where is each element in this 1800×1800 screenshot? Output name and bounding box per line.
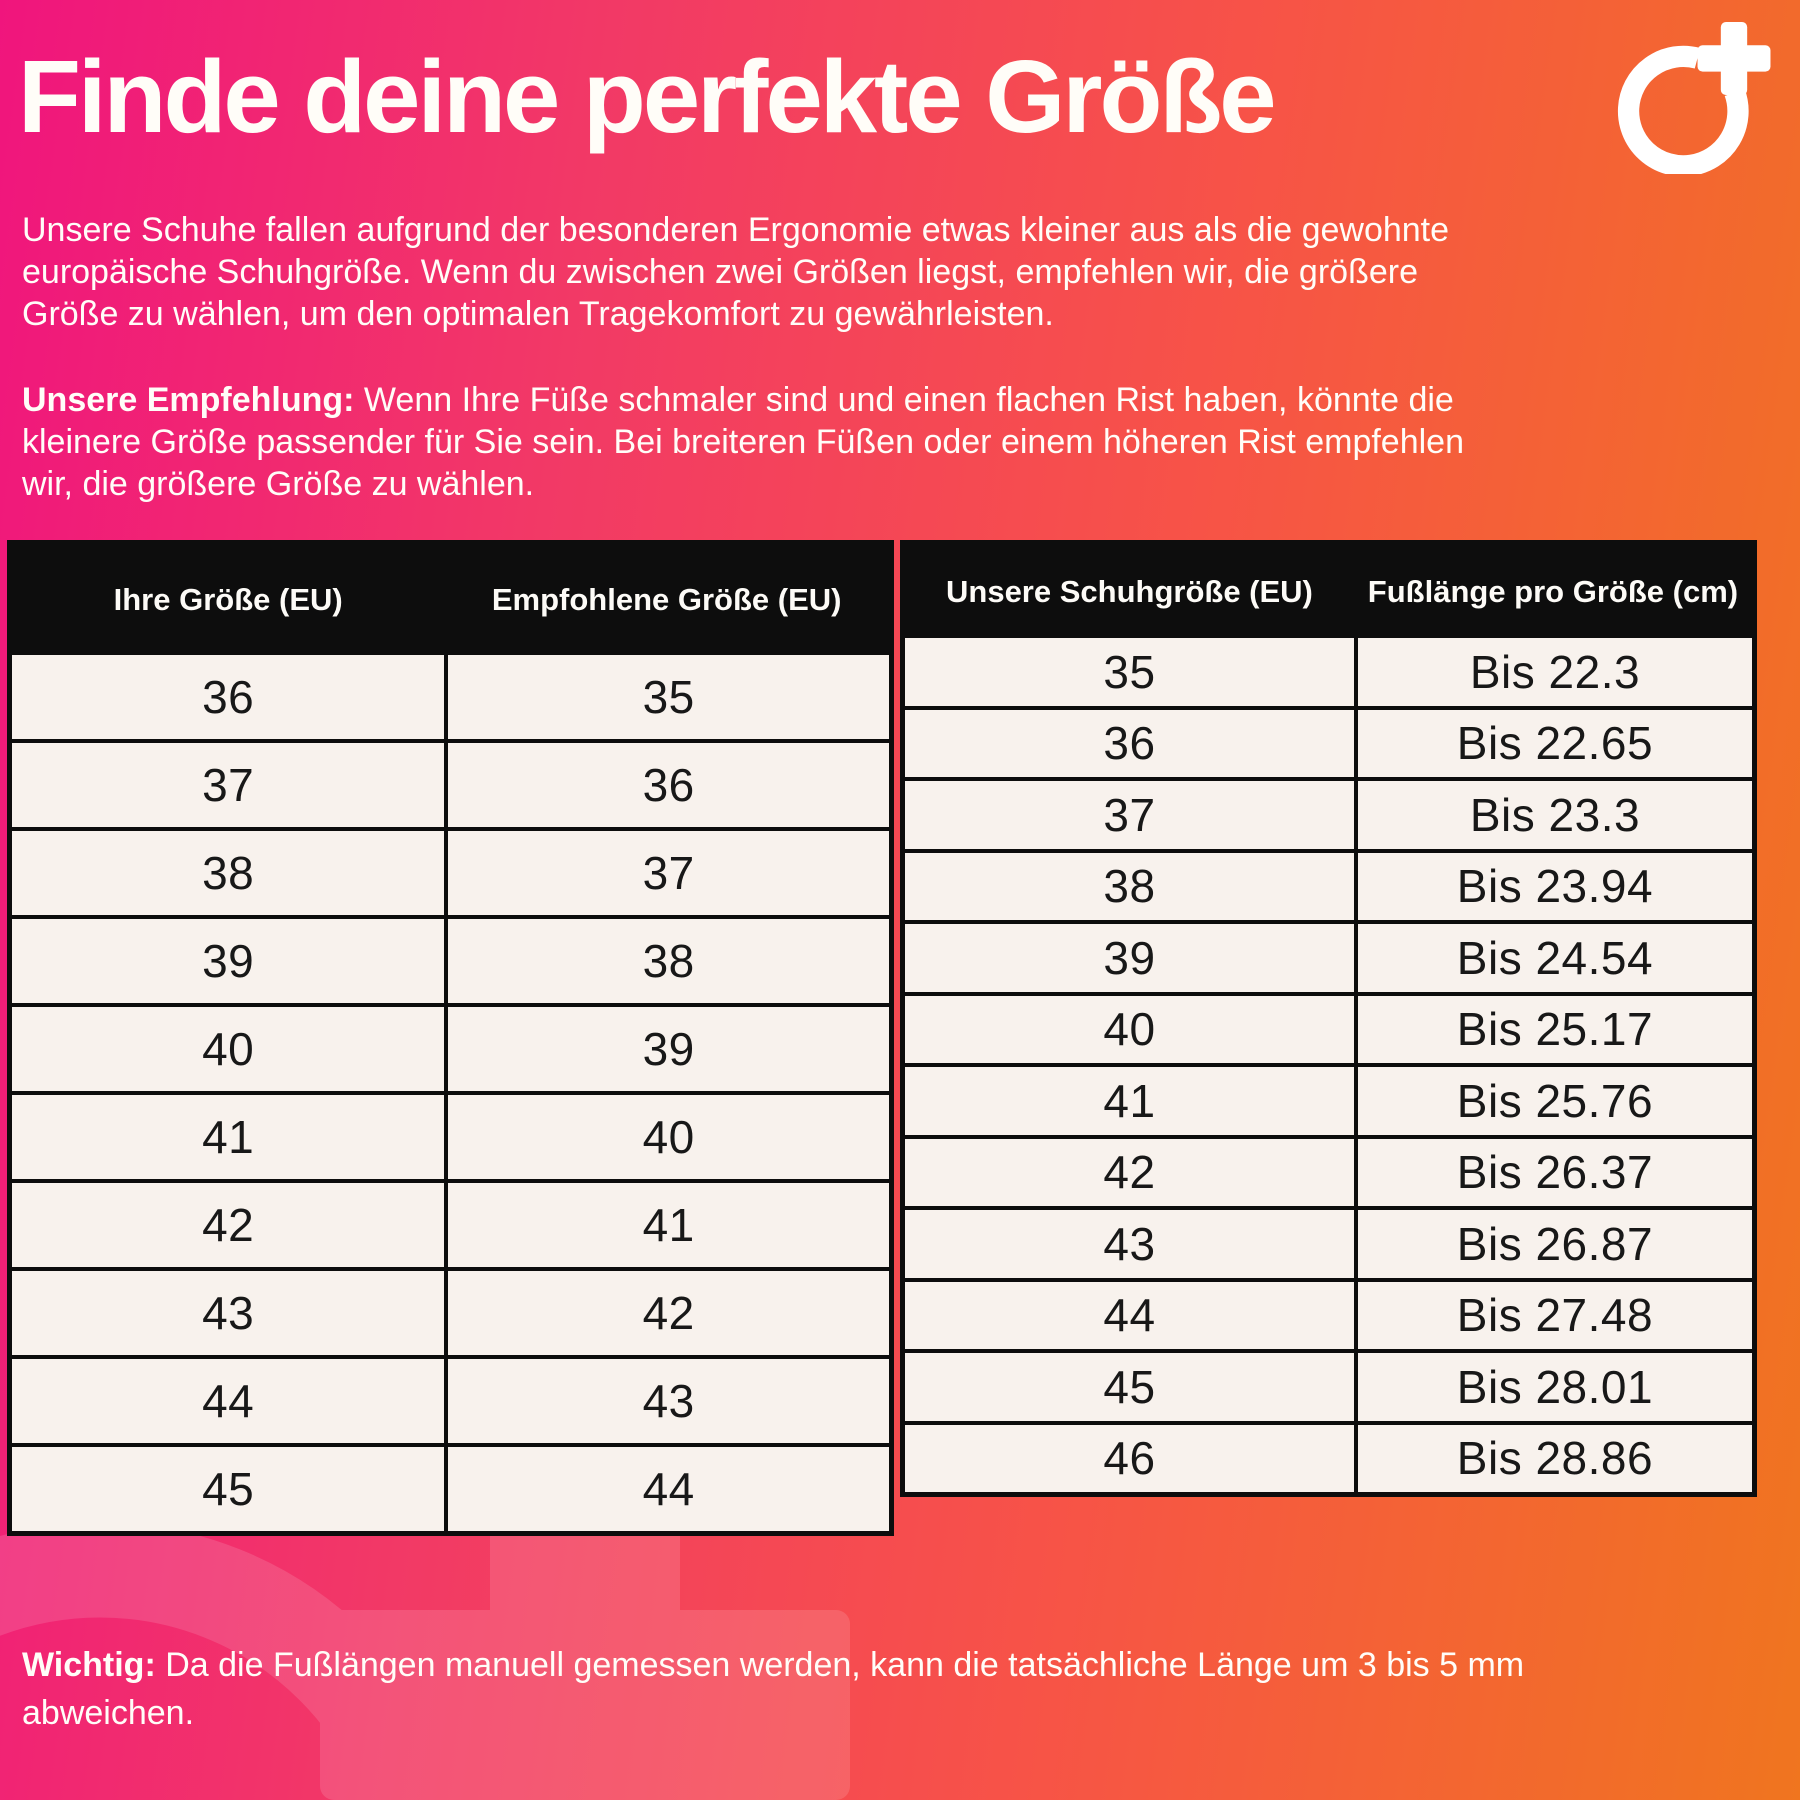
table-cell: 41 — [905, 1067, 1354, 1135]
table-cell: 42 — [448, 1271, 889, 1355]
table-cell: 42 — [905, 1138, 1354, 1206]
size-recommendation-table: Ihre Größe (EU) Empfohlene Größe (EU) 36… — [7, 540, 894, 1536]
table-cell: 35 — [448, 655, 889, 739]
table-cell: 40 — [448, 1095, 889, 1179]
table-body: 36 35 37 36 38 37 39 38 40 39 41 40 42 41 43 42 44 43 45 44 — [12, 655, 889, 1531]
table-body: 35 Bis 22.3 36 Bis 22.65 37 Bis 23.3 38 Bis 23.… — [905, 638, 1752, 1492]
column-header: Empfohlene Größe (EU) — [444, 545, 889, 655]
table-cell: 35 — [905, 638, 1354, 706]
table-cell: 44 — [12, 1359, 445, 1443]
recommendation-text: Wenn Ihre Füße schmaler sind und einen f… — [22, 381, 1464, 503]
table-cell: 44 — [448, 1447, 889, 1531]
table-cell: 42 — [12, 1183, 445, 1267]
table-cell: 38 — [905, 852, 1354, 920]
table-cell: 44 — [905, 1281, 1354, 1349]
circle-plus-logo-icon — [1617, 22, 1771, 174]
table-cell: 39 — [12, 919, 445, 1003]
table-cell: 41 — [448, 1183, 889, 1267]
table-cell: 36 — [905, 709, 1354, 777]
table-cell: Bis 28.86 — [1357, 1424, 1752, 1492]
table-cell: 41 — [12, 1095, 445, 1179]
table-cell: 43 — [905, 1210, 1354, 1278]
table-cell: 40 — [905, 995, 1354, 1063]
table-cell: 43 — [448, 1359, 889, 1443]
table-cell: 39 — [905, 924, 1354, 992]
important-note: Wichtig: Da die Fußlängen manuell gemess… — [22, 1642, 1742, 1737]
table-cell: Bis 26.37 — [1357, 1138, 1752, 1206]
table-cell: Bis 27.48 — [1357, 1281, 1752, 1349]
table-cell: Bis 23.3 — [1357, 781, 1752, 849]
table-cell: 37 — [448, 831, 889, 915]
table-cell: 45 — [12, 1447, 445, 1531]
note-text: Da die Fußlängen manuell gemessen werden… — [22, 1646, 1525, 1732]
table-cell: Bis 25.76 — [1357, 1067, 1752, 1135]
table-cell: Bis 25.17 — [1357, 995, 1752, 1063]
table-cell: Bis 24.54 — [1357, 924, 1752, 992]
table-cell: Bis 22.3 — [1357, 638, 1752, 706]
table-cell: 37 — [905, 781, 1354, 849]
page-title: Finde deine perfekte Größe — [18, 39, 1277, 154]
table-cell: 43 — [12, 1271, 445, 1355]
table-cell: Bis 22.65 — [1357, 709, 1752, 777]
table-cell: 37 — [12, 743, 445, 827]
intro-paragraph: Unsere Schuhe fallen aufgrund der besond… — [22, 211, 1450, 333]
note-label: Wichtig: — [22, 1646, 156, 1684]
table-header-row: Ihre Größe (EU) Empfohlene Größe (EU) — [12, 545, 889, 655]
table-cell: Bis 26.87 — [1357, 1210, 1752, 1278]
table-cell: 45 — [905, 1353, 1354, 1421]
table-cell: 38 — [448, 919, 889, 1003]
recommendation-label: Unsere Empfehlung: — [22, 381, 355, 419]
table-header-row: Unsere Schuhgröße (EU) Fußlänge pro Größ… — [905, 545, 1752, 638]
table-cell: 40 — [12, 1007, 445, 1091]
column-header: Fußlänge pro Größe (cm) — [1353, 545, 1752, 638]
table-cell: 39 — [448, 1007, 889, 1091]
table-cell: Bis 23.94 — [1357, 852, 1752, 920]
table-cell: Bis 28.01 — [1357, 1353, 1752, 1421]
table-cell: 36 — [12, 655, 445, 739]
table-cell: 38 — [12, 831, 445, 915]
foot-length-table: Unsere Schuhgröße (EU) Fußlänge pro Größ… — [900, 540, 1757, 1497]
column-header: Ihre Größe (EU) — [12, 545, 445, 655]
column-header: Unsere Schuhgröße (EU) — [905, 545, 1354, 638]
table-cell: 46 — [905, 1424, 1354, 1492]
recommendation-paragraph: Unsere Empfehlung: Wenn Ihre Füße schmal… — [22, 380, 1742, 505]
table-cell: 36 — [448, 743, 889, 827]
